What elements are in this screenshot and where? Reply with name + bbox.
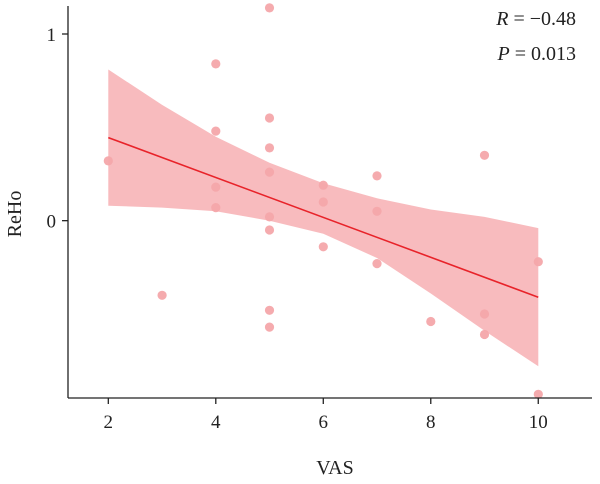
- data-point: [264, 167, 275, 177]
- x-axis-title: VAS: [316, 457, 353, 479]
- data-point: [372, 171, 382, 181]
- data-point: [533, 389, 543, 399]
- data-point: [372, 259, 382, 269]
- data-point: [479, 309, 490, 319]
- data-point: [426, 316, 436, 327]
- x-tick-label: 6: [319, 412, 329, 433]
- data-point: [157, 290, 167, 300]
- data-point: [479, 329, 490, 340]
- data-point: [318, 197, 328, 207]
- y-tick-label: 1: [47, 25, 57, 46]
- p-value: = 0.013: [510, 43, 576, 65]
- x-tick-label: 4: [211, 412, 221, 433]
- r-symbol: R: [495, 8, 508, 30]
- data-point: [264, 3, 275, 13]
- fit-line-layer: [108, 136, 539, 298]
- regression-line: [108, 136, 539, 298]
- axes-layer: 2 4 6 8 10 0 1: [47, 6, 592, 433]
- y-tick-label: 0: [47, 212, 57, 233]
- x-tick-label: 10: [529, 412, 548, 433]
- data-point: [318, 180, 328, 190]
- r-annotation: R = −0.48: [495, 8, 576, 30]
- r-value: = −0.48: [508, 8, 576, 30]
- data-point: [211, 59, 221, 69]
- data-point: [318, 242, 328, 252]
- data-point: [211, 203, 221, 213]
- points-layer: [103, 3, 543, 399]
- data-point: [479, 150, 490, 160]
- p-annotation: P = 0.013: [497, 43, 577, 65]
- data-point: [533, 257, 543, 267]
- x-tick-label: 2: [104, 412, 114, 433]
- x-tick-label: 8: [426, 412, 436, 433]
- data-point: [264, 113, 275, 123]
- data-point: [264, 225, 275, 235]
- p-symbol: P: [497, 43, 510, 65]
- data-point: [264, 305, 275, 315]
- data-point: [264, 212, 275, 222]
- data-point: [264, 143, 275, 153]
- data-point: [264, 322, 275, 332]
- data-point: [372, 206, 382, 216]
- data-point: [211, 182, 221, 192]
- data-point: [103, 156, 113, 166]
- y-axis-title: ReHo: [4, 191, 26, 238]
- data-point: [211, 126, 221, 136]
